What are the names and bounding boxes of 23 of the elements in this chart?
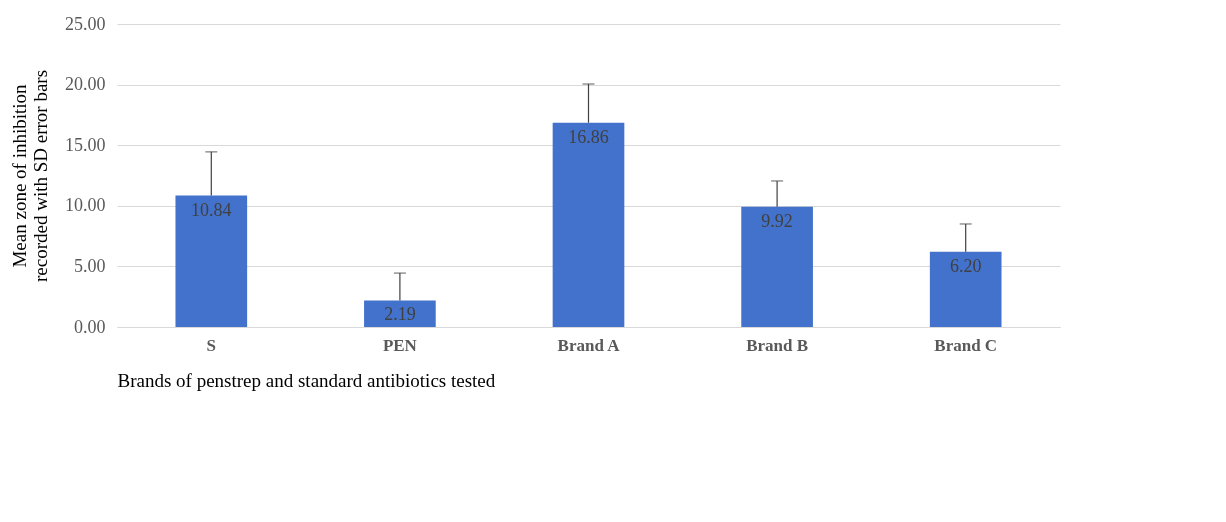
bar — [741, 206, 813, 327]
data-label: 2.19 — [384, 304, 416, 325]
y-tick-label: 25.00 — [65, 13, 106, 34]
x-axis-title: Brands of penstrep and standard antibiotics tested — [117, 369, 496, 391]
data-label: 10.84 — [191, 199, 232, 220]
y-tick-label: 20.00 — [65, 74, 106, 95]
y-tick-label: 0.00 — [74, 316, 106, 337]
x-tick-label: Brand A — [557, 335, 621, 355]
y-tick-label: 5.00 — [74, 255, 106, 276]
y-tick-label: 15.00 — [65, 134, 106, 155]
x-tick-label: Brand C — [934, 335, 998, 355]
bar — [175, 195, 248, 327]
data-label: 16.86 — [568, 126, 609, 147]
bar — [929, 251, 1002, 327]
x-tick-label: Brand B — [746, 335, 809, 355]
x-tick-label: PEN — [382, 335, 418, 355]
bar — [552, 122, 625, 327]
bar — [364, 300, 436, 327]
y-tick-label: 10.00 — [65, 195, 106, 216]
x-tick-label: S — [206, 335, 217, 355]
data-label: 6.20 — [949, 255, 982, 276]
y-axis-title: Mean zone of inhibition recorded with SD error bars — [9, 69, 51, 283]
data-label: 9.92 — [761, 210, 793, 231]
